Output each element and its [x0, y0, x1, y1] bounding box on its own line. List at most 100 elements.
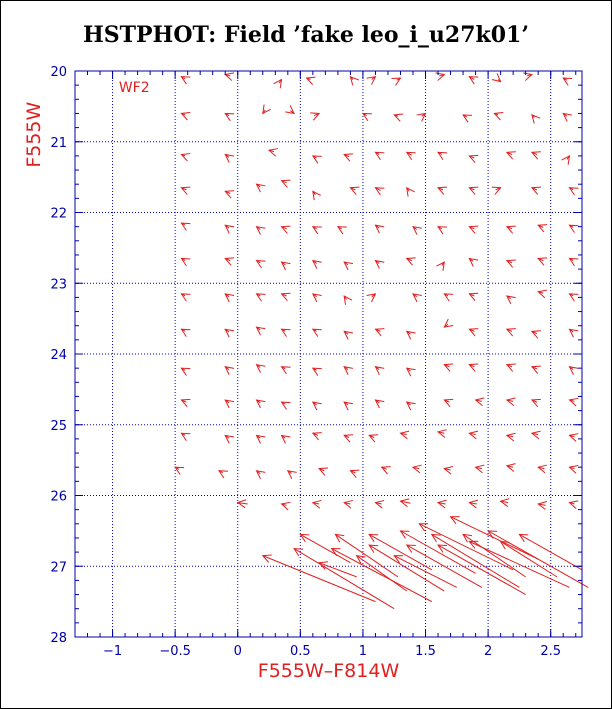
y-tick-label: 23	[50, 277, 67, 292]
vector-mark	[463, 115, 467, 117]
vector-mark	[319, 469, 324, 471]
vector-mark	[538, 467, 544, 468]
y-tick-label: 25	[50, 419, 67, 434]
vector-mark	[372, 294, 376, 297]
vector-mark	[225, 154, 229, 157]
vector-mark	[332, 549, 433, 603]
vector-mark	[438, 432, 444, 433]
vector-mark	[257, 365, 261, 368]
vector-mark	[344, 262, 348, 265]
vector-mark	[350, 471, 355, 473]
vector-mark	[282, 227, 287, 229]
vector-mark	[288, 471, 292, 474]
vector-mark	[538, 292, 543, 293]
vector-mark	[469, 156, 474, 158]
chart-title: HSTPHOT: Field ’fake leo_i_u27k01’	[82, 22, 530, 48]
vector-mark	[538, 258, 543, 260]
vector-mark	[442, 262, 445, 266]
vector-mark	[282, 504, 287, 505]
vector-mark	[225, 329, 229, 332]
vector-mark	[413, 294, 417, 297]
vector-mark	[335, 534, 399, 578]
vector-mark	[219, 471, 223, 473]
vector-mark	[313, 433, 318, 435]
vector-mark	[407, 368, 411, 371]
vector-mark	[313, 329, 317, 331]
panel-label: WF2	[119, 80, 150, 96]
vector-mark	[375, 225, 379, 228]
vector-mark	[469, 294, 474, 296]
y-tick-label: 20	[50, 65, 67, 80]
vector-mark	[313, 156, 317, 158]
vector-mark	[257, 435, 261, 438]
vector-mark	[569, 435, 574, 436]
vector-mark	[313, 294, 317, 297]
vector-mark	[407, 152, 412, 155]
vector-mark	[394, 556, 458, 588]
vector-mark	[507, 296, 511, 299]
x-tick-label: 0	[234, 644, 242, 659]
vector-mark	[257, 327, 261, 330]
vector-mark	[344, 296, 347, 300]
vector-mark	[438, 503, 446, 504]
vector-mark	[314, 113, 319, 115]
vector-mark	[451, 517, 539, 560]
x-tick-label: 2.5	[540, 644, 561, 659]
vector-mark	[569, 258, 573, 260]
vector-mark	[269, 150, 274, 151]
vector-mark	[238, 503, 248, 504]
vector-mark	[507, 365, 512, 367]
vector-mark	[569, 400, 574, 401]
vector-mark	[507, 400, 513, 401]
vector-mark	[496, 188, 501, 190]
vector-mark	[400, 433, 406, 434]
vector-mark	[476, 400, 482, 401]
vector-mark	[225, 225, 229, 228]
vector-mark	[375, 188, 380, 191]
vector-mark	[225, 400, 229, 403]
vector-mark	[569, 367, 573, 370]
vector-mark	[563, 78, 567, 80]
vector-mark	[507, 152, 512, 154]
vector-mark	[563, 113, 567, 116]
vector-mark	[407, 402, 411, 405]
vector-mark	[344, 402, 348, 405]
vector-mark	[438, 227, 442, 229]
vector-mark	[263, 556, 376, 603]
vector-mark	[532, 433, 538, 434]
vector-mark	[375, 152, 379, 154]
y-tick-label: 21	[50, 136, 67, 151]
tick-marks	[74, 70, 582, 638]
vector-mark	[257, 294, 261, 296]
vector-mark	[501, 501, 509, 502]
y-tick-label: 27	[50, 560, 67, 575]
x-tick-label: 1	[359, 644, 367, 659]
vector-mark	[282, 329, 286, 331]
vector-mark	[532, 115, 535, 118]
vector-mark	[469, 258, 473, 261]
vector-mark	[476, 467, 482, 468]
vector-mark	[369, 545, 445, 592]
vector-mark	[532, 188, 537, 190]
vector-mark	[294, 549, 395, 610]
vector-mark	[569, 503, 574, 504]
vector-mark	[344, 154, 349, 156]
vector-mark	[181, 400, 186, 402]
vector-mark	[432, 534, 520, 588]
vector-mark	[319, 563, 357, 578]
vector-mark	[494, 113, 498, 114]
vector-mark	[469, 433, 475, 434]
vector-mark	[257, 227, 261, 230]
vector-mark	[257, 261, 261, 263]
vector-mark	[507, 466, 513, 467]
vector-mark	[375, 400, 379, 403]
vector-mark	[181, 258, 185, 260]
vector-mark	[407, 331, 411, 334]
vector-mark	[181, 188, 186, 190]
vector-marks	[175, 75, 589, 610]
x-tick-label: 1.5	[415, 644, 436, 659]
vector-mark	[181, 154, 185, 155]
vector-mark	[282, 402, 286, 404]
vector-mark	[369, 435, 374, 437]
vector-mark	[313, 227, 317, 229]
